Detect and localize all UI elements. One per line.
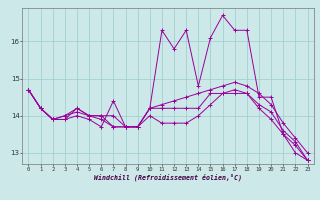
X-axis label: Windchill (Refroidissement éolien,°C): Windchill (Refroidissement éolien,°C) xyxy=(94,173,242,181)
